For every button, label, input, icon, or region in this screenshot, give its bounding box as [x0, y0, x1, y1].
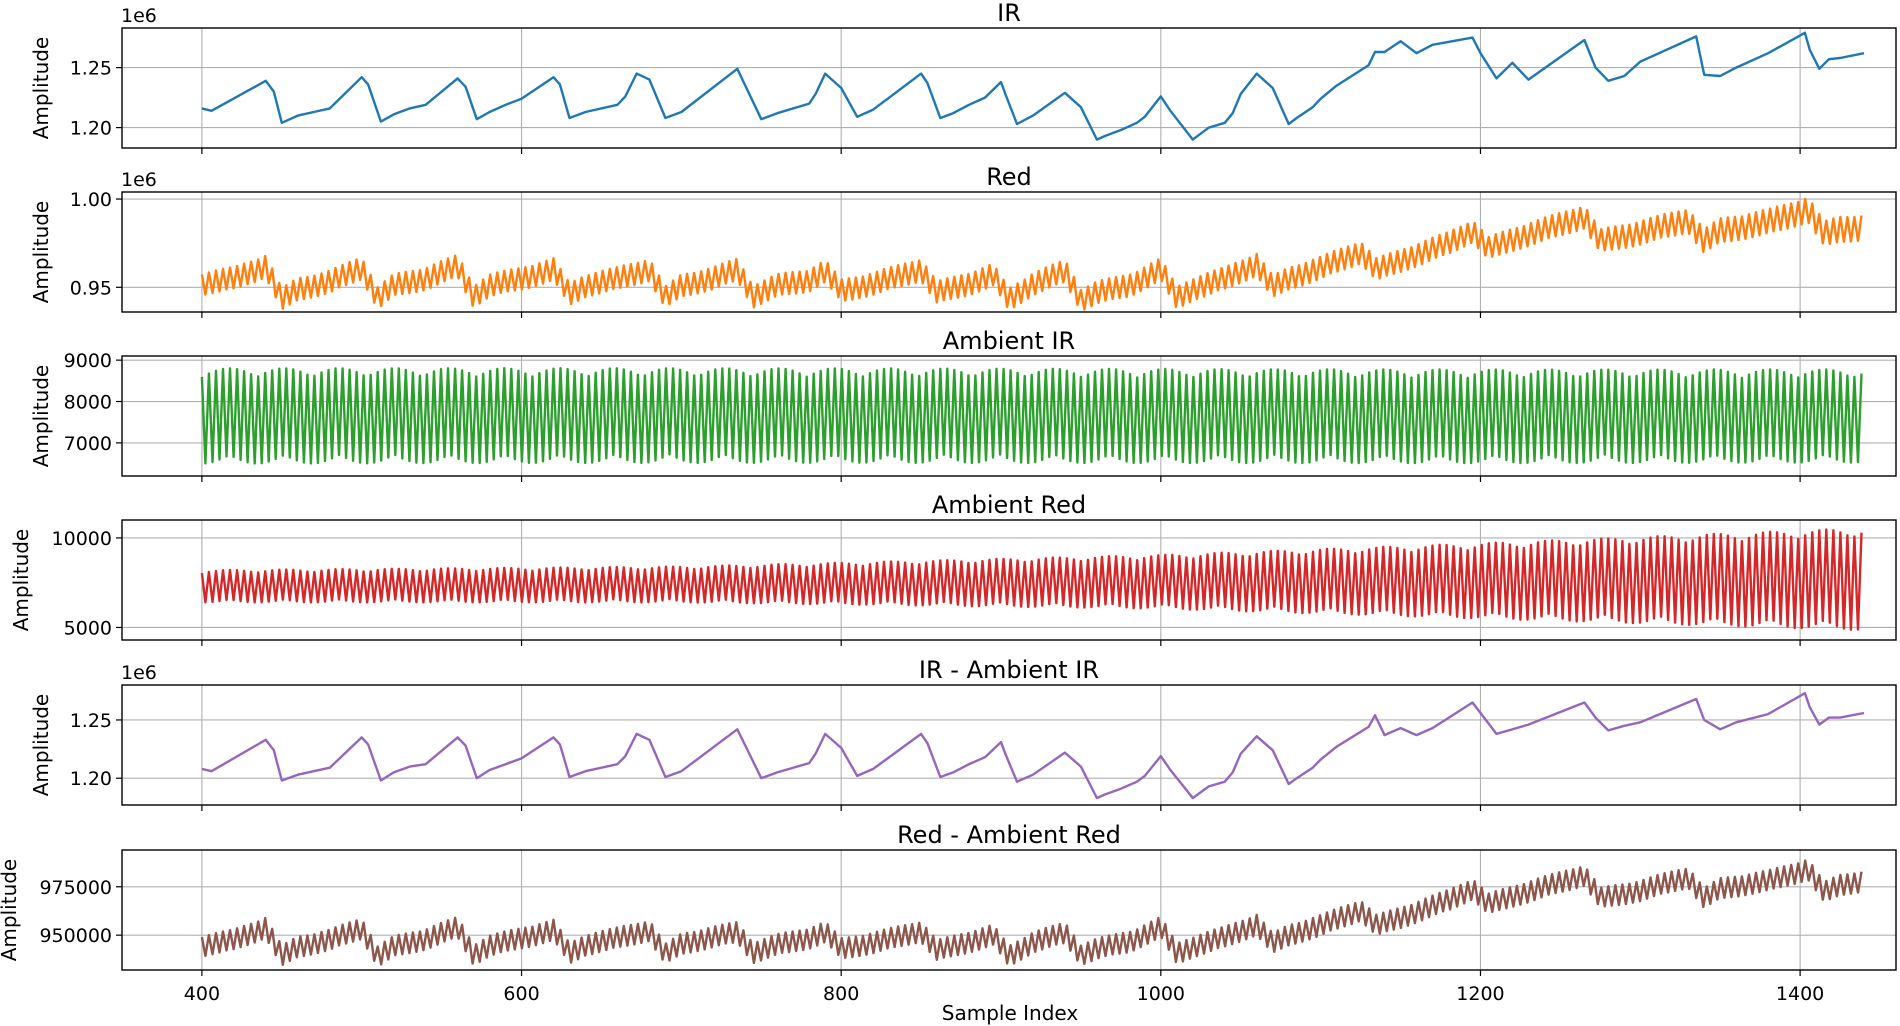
y-tick-label: 1.25 [70, 58, 112, 80]
axes-frame [121, 519, 1897, 641]
axes-frame [121, 191, 1897, 313]
series-line-1 [201, 31, 1865, 141]
x-axis-label: Sample Index [942, 1001, 1079, 1025]
series-group [200, 197, 1863, 311]
y-tick-label: 1.25 [70, 710, 112, 732]
series-line-5 [201, 692, 1865, 800]
subplot-4: 5000 10000 Ambient Red Amplitude [9, 491, 1897, 646]
axis-offset-label: 1e6 [121, 5, 157, 27]
series-group [200, 367, 1863, 465]
y-tick-label: 950000 [39, 925, 112, 947]
series-group [200, 528, 1863, 631]
y-axis-label: Amplitude [9, 529, 33, 632]
subplot-5: 1.20 1.25 IR - Ambient IR 1e6 Amplitude [29, 656, 1897, 811]
x-tick-label: 800 [823, 983, 859, 1005]
subplot-title: Ambient IR [943, 327, 1075, 355]
x-tick-label: 600 [503, 983, 539, 1005]
subplot-title: Red - Ambient Red [897, 821, 1121, 849]
axis-offset-label: 1e6 [121, 169, 157, 191]
y-tick-label: 9000 [64, 350, 112, 372]
subplot-2: 0.95 1.00 Red 1e6 Amplitude [29, 163, 1897, 318]
y-tick-label: 0.95 [70, 277, 112, 299]
y-tick-label: 5000 [64, 617, 112, 639]
subplot-title: Red [986, 163, 1032, 191]
x-tick-label: 1400 [1776, 983, 1824, 1005]
subplot-title: IR [997, 0, 1021, 27]
y-tick-label: 7000 [64, 433, 112, 455]
series-group [200, 859, 1863, 966]
subplot-stack: 1.20 1.25 IR 1e6 Amplitude 0.95 1.00 Red 1e6 Ampl… [0, 0, 1897, 1005]
series-group [201, 692, 1865, 800]
series-group [201, 31, 1865, 141]
axes-frame [121, 355, 1897, 477]
y-axis-label: Amplitude [0, 859, 21, 962]
y-axis-label: Amplitude [29, 694, 53, 797]
y-tick-label: 975000 [39, 877, 112, 899]
y-tick-label: 10000 [52, 528, 112, 550]
axes-frame [121, 684, 1897, 806]
series-line-6 [200, 859, 1863, 966]
y-tick-label: 1.20 [70, 768, 112, 790]
axes-frame [121, 849, 1897, 971]
series-line-2 [200, 197, 1863, 311]
series-line-4 [200, 528, 1863, 631]
subplot-6: 950000 975000 400 600 800 1000 1200 1400 Red - A… [0, 821, 1897, 1005]
x-tick-label: 1200 [1456, 983, 1504, 1005]
axes-frame [121, 27, 1897, 149]
subplot-title: Ambient Red [932, 491, 1086, 519]
subplot-1: 1.20 1.25 IR 1e6 Amplitude [29, 0, 1897, 154]
axis-offset-label: 1e6 [121, 662, 157, 684]
y-axis-label: Amplitude [29, 365, 53, 468]
y-tick-label: 1.00 [70, 189, 112, 211]
y-axis-label: Amplitude [29, 201, 53, 304]
x-tick-label: 400 [184, 983, 220, 1005]
subplot-title: IR - Ambient IR [919, 656, 1099, 684]
y-tick-label: 8000 [64, 392, 112, 414]
series-line-3 [200, 367, 1863, 465]
y-tick-label: 1.20 [70, 118, 112, 140]
y-axis-label: Amplitude [29, 37, 53, 140]
subplot-3: 7000 8000 9000 Ambient IR Amplitude [29, 327, 1897, 482]
x-tick-label: 1000 [1137, 983, 1185, 1005]
